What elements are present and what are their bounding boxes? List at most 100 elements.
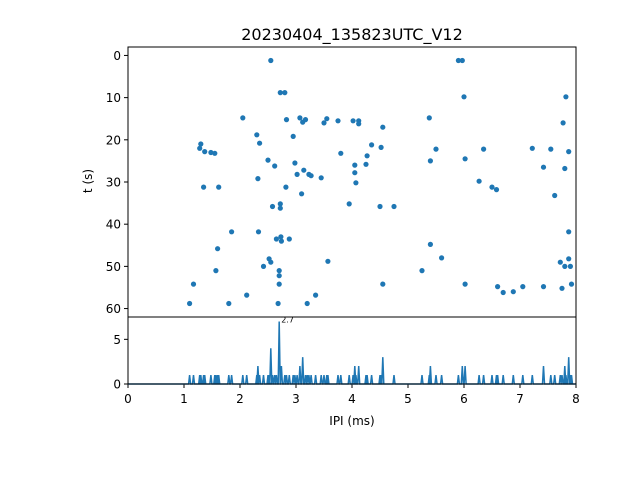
scatter-point <box>276 281 282 287</box>
scatter-point <box>321 120 327 126</box>
scatter-point <box>268 259 274 265</box>
x-tick-label: 8 <box>572 392 580 406</box>
scatter-point <box>292 160 298 166</box>
scatter-point <box>462 156 468 162</box>
scatter-point <box>255 229 262 235</box>
scatter-point <box>260 263 267 269</box>
scatter-point <box>278 234 284 240</box>
peak-annotation: 2.7 <box>281 316 294 325</box>
scatter-point <box>566 256 572 262</box>
scatter-point <box>277 90 283 96</box>
x-tick-label: 2 <box>236 392 244 406</box>
scatter-point <box>283 117 290 123</box>
scatter-point <box>459 57 465 64</box>
y-tick-label: 60 <box>106 302 121 316</box>
scatter-point <box>313 292 319 298</box>
scatter-point <box>562 165 568 172</box>
y-tick-label: 50 <box>106 260 121 274</box>
scatter-point <box>489 184 495 190</box>
scatter-point <box>540 164 547 170</box>
histogram-y-tick-label: 5 <box>113 333 121 347</box>
scatter-point <box>308 173 314 179</box>
scatter-point <box>335 118 341 124</box>
scatter-point <box>568 281 575 287</box>
scatter-point <box>364 153 370 159</box>
scatter-point <box>540 284 547 290</box>
scatter-point <box>254 132 260 138</box>
scatter-point <box>282 90 288 96</box>
scatter-point <box>265 157 271 163</box>
scatter-point <box>567 263 574 269</box>
scatter-point <box>213 268 219 274</box>
scatter-point <box>216 184 222 190</box>
scatter-point <box>277 205 283 211</box>
x-tick-label: 5 <box>404 392 412 406</box>
scatter-point <box>324 116 330 122</box>
scatter-point <box>302 117 309 123</box>
y-axis-ticks: 0 10 20 30 40 50 60 <box>106 49 128 316</box>
scatter-point <box>229 229 235 235</box>
scatter-point <box>187 300 193 307</box>
x-axis-ticks: 0 1 2 3 4 5 6 7 8 <box>124 384 580 406</box>
scatter-point <box>276 268 282 274</box>
scatter-point <box>202 149 208 155</box>
scatter-point <box>439 255 445 261</box>
scatter-point <box>352 170 358 176</box>
scatter-point <box>495 284 501 290</box>
scatter-point <box>301 167 307 173</box>
scatter-point <box>286 236 292 242</box>
scatter-point <box>455 57 461 64</box>
scatter-point <box>427 241 433 247</box>
x-tick-label: 6 <box>460 392 468 406</box>
scatter-point <box>226 300 232 307</box>
y-tick-label: 20 <box>106 133 121 147</box>
scatter-point <box>559 285 565 291</box>
scatter-point <box>356 121 362 127</box>
scatter-point <box>520 284 526 290</box>
scatter-point <box>419 268 425 274</box>
scatter-point <box>529 145 535 151</box>
scatter-point <box>197 145 203 151</box>
x-tick-label: 0 <box>124 392 132 406</box>
scatter-point <box>566 229 572 235</box>
scatter-point <box>198 141 204 147</box>
scatter-point <box>433 146 439 152</box>
scatter-point <box>377 203 383 210</box>
scatter-point <box>378 144 384 150</box>
x-tick-label: 7 <box>516 392 524 406</box>
scatter-point <box>566 149 572 155</box>
scatter-point <box>290 133 296 139</box>
scatter-points <box>187 57 575 307</box>
scatter-point <box>552 192 558 199</box>
scatter-point <box>380 281 386 287</box>
scatter-point <box>299 191 305 197</box>
x-tick-label: 4 <box>348 392 356 406</box>
scatter-point <box>201 184 207 190</box>
scatter-point <box>391 203 397 210</box>
scatter-point <box>278 238 284 244</box>
scatter-point <box>363 161 369 167</box>
scatter-point <box>510 289 516 295</box>
x-tick-label: 3 <box>292 392 300 406</box>
scatter-point <box>257 140 263 146</box>
scatter-point <box>548 146 554 152</box>
chart-title: 20230404_135823UTC_V12 <box>241 25 463 45</box>
scatter-point <box>318 175 324 181</box>
histogram-plot-frame <box>127 316 577 385</box>
scatter-point <box>273 236 279 242</box>
scatter-point <box>493 187 500 193</box>
scatter-point <box>190 281 197 287</box>
scatter-point <box>244 292 250 298</box>
scatter-point <box>325 258 331 264</box>
scatter-point <box>297 115 303 121</box>
scatter-point <box>481 146 487 152</box>
scatter-point <box>283 184 289 190</box>
scatter-point <box>212 150 218 156</box>
scatter-point <box>353 180 359 186</box>
scatter-point <box>350 118 356 124</box>
y-tick-label: 40 <box>106 218 121 232</box>
scatter-point <box>557 259 563 265</box>
